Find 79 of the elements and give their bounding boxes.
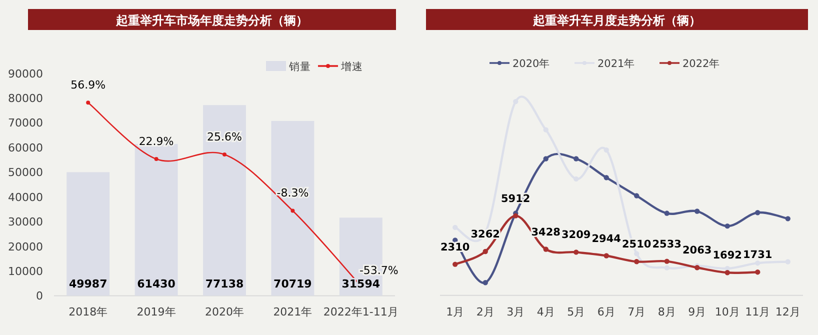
legend-label: 2021年 <box>598 58 636 70</box>
point <box>634 193 640 198</box>
legend-label: 2022年 <box>682 58 720 70</box>
data-label: 2063 <box>682 244 712 257</box>
x-tick-label: 2021年 <box>273 306 312 319</box>
point <box>222 152 226 157</box>
point <box>574 156 579 162</box>
point <box>755 270 760 275</box>
y-tick-label: 20000 <box>8 240 43 254</box>
data-label: 3209 <box>562 229 591 242</box>
x-tick-label: 11月 <box>745 305 770 318</box>
legend-label: 2020年 <box>512 58 550 70</box>
x-tick-label: 2019年 <box>136 306 176 319</box>
x-tick-label: 4月 <box>536 305 555 318</box>
point <box>574 250 579 255</box>
x-tick-label: 10月 <box>714 305 740 318</box>
point <box>482 280 488 286</box>
point <box>543 156 548 162</box>
x-tick-label: 6月 <box>597 305 616 318</box>
y-tick-label: 80000 <box>8 92 43 106</box>
point <box>755 210 760 216</box>
data-label: 2510 <box>622 238 652 251</box>
point <box>604 253 609 258</box>
y-tick-label: 70000 <box>8 116 43 130</box>
data-label: 49987 <box>68 278 108 291</box>
data-label: 70719 <box>274 278 312 291</box>
y-tick-label: 90000 <box>8 67 43 80</box>
x-tick-label: 2022年1-11月 <box>323 306 398 319</box>
data-label: 56.9% <box>70 78 106 92</box>
y-tick-label: 10000 <box>8 264 43 278</box>
legend-label: 增速 <box>340 60 363 73</box>
point <box>543 246 548 252</box>
x-tick-label: 8月 <box>658 305 676 318</box>
data-label: 2944 <box>592 232 621 245</box>
x-tick-label: 12月 <box>775 305 800 318</box>
data-label: -8.3% <box>276 186 309 200</box>
point <box>694 208 700 214</box>
legend-label: 销量 <box>288 61 311 73</box>
point <box>724 223 730 229</box>
x-tick-label: 9月 <box>688 305 706 318</box>
point <box>664 265 670 270</box>
x-tick-label: 7月 <box>628 305 646 318</box>
y-tick-label: 40000 <box>8 190 43 204</box>
y-tick-label: 30000 <box>8 216 43 229</box>
point <box>154 157 158 162</box>
chart-title: 起重举升车月度走势分析（辆） <box>532 14 701 28</box>
data-label: 77138 <box>205 278 244 291</box>
bar <box>203 105 246 296</box>
bar <box>134 144 178 296</box>
data-label: 22.9% <box>138 135 174 148</box>
bar <box>66 172 110 296</box>
point <box>452 262 458 267</box>
chart-title: 起重举升车市场年度走势分析（辆） <box>115 14 308 28</box>
y-tick-label: 0 <box>36 290 43 303</box>
x-tick-label: 2018年 <box>68 306 108 319</box>
point <box>290 208 295 213</box>
x-tick-label: 2020年 <box>205 306 244 319</box>
y-tick-label: 60000 <box>8 141 43 154</box>
data-label: 1731 <box>743 249 772 262</box>
x-tick-label: 1月 <box>446 305 464 318</box>
point <box>634 259 640 264</box>
point <box>482 248 488 254</box>
x-tick-label: 3月 <box>506 305 525 318</box>
point <box>86 100 90 105</box>
y-tick-label: 50000 <box>8 166 43 180</box>
x-tick-label: 5月 <box>567 305 586 318</box>
point <box>513 213 518 218</box>
data-label: 61430 <box>137 278 176 291</box>
point <box>604 175 609 180</box>
point <box>785 216 790 222</box>
bar <box>271 120 314 296</box>
point <box>664 258 670 264</box>
data-label: -53.7% <box>359 264 398 278</box>
point <box>664 210 670 216</box>
data-label: 2533 <box>652 238 682 250</box>
data-label: 25.6% <box>207 130 242 144</box>
point <box>724 270 730 276</box>
data-label: 1692 <box>712 250 742 262</box>
x-tick-label: 2月 <box>476 305 494 318</box>
